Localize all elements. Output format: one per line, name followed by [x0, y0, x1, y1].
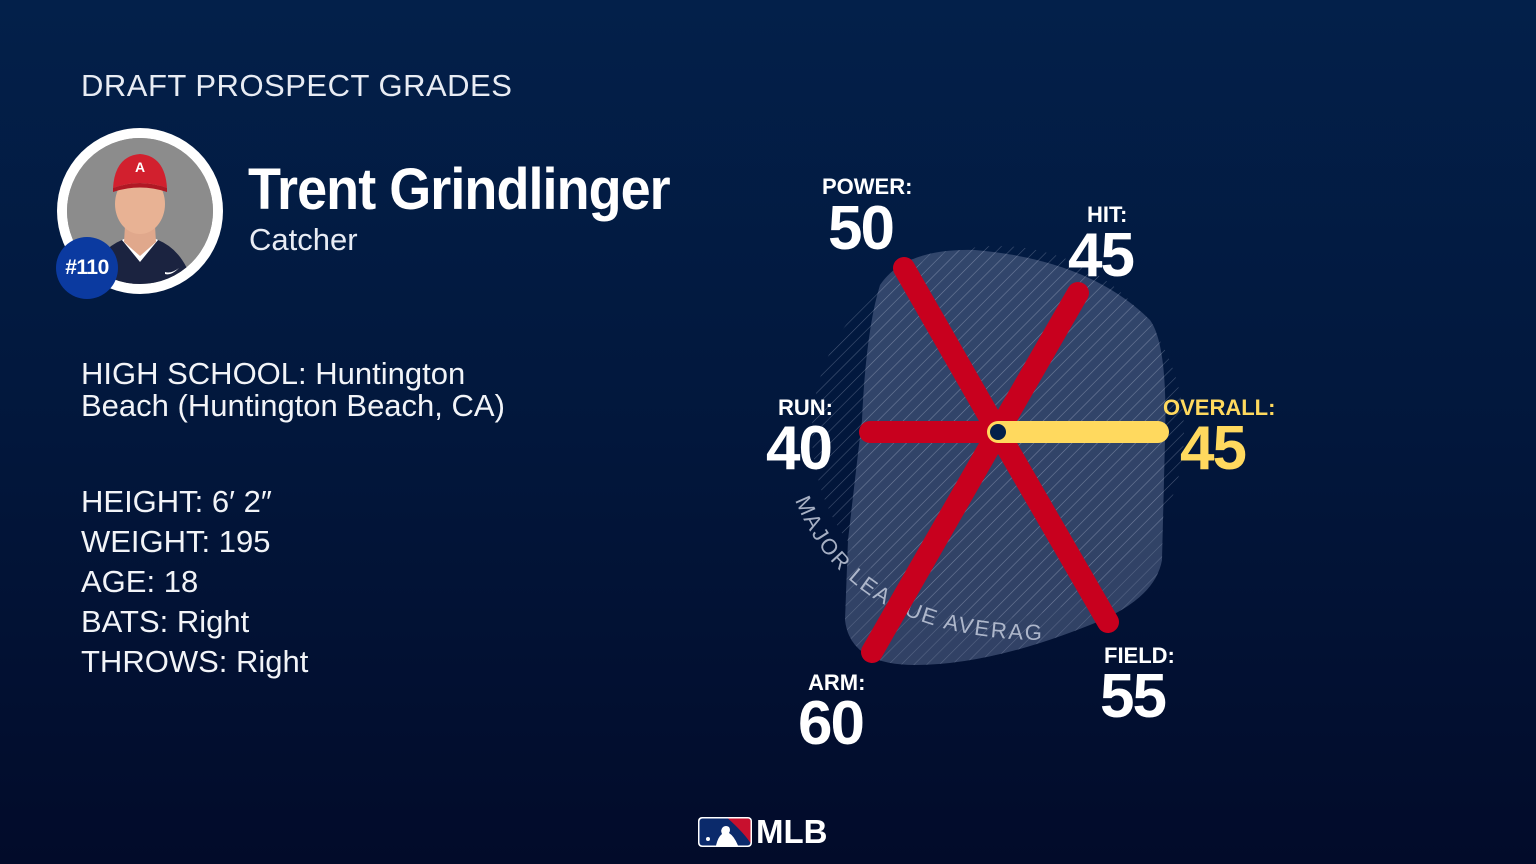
school-line-1: HIGH SCHOOL: Huntington	[81, 356, 466, 391]
arm-value: 60	[798, 689, 865, 758]
spoke-power	[893, 257, 1009, 443]
mlb-batter-icon	[698, 817, 752, 847]
hit-label: HIT:	[1087, 202, 1128, 227]
grade-spokes	[859, 257, 1119, 663]
overall-label: OVERALL:	[1163, 395, 1276, 420]
rank-badge: #110	[56, 237, 118, 299]
run-value: 40	[766, 414, 833, 483]
stat-weight: WEIGHT: 195	[81, 524, 271, 559]
player-position: Catcher	[249, 222, 358, 257]
stat-age: AGE: 18	[81, 564, 199, 599]
mlb-logo-text: MLB	[756, 813, 828, 850]
chart-center-dot	[990, 424, 1006, 440]
stat-height: HEIGHT: 6′ 2″	[81, 484, 272, 519]
svg-text:A: A	[135, 159, 145, 175]
field-label: FIELD:	[1104, 643, 1175, 668]
stat-bats: BATS: Right	[81, 604, 250, 639]
power-label: POWER:	[822, 174, 913, 199]
power-value: 50	[828, 194, 895, 263]
overall-value: 45	[1180, 414, 1247, 483]
school-info: HIGH SCHOOL: Huntington Beach (Huntingto…	[81, 358, 641, 422]
player-stats: HEIGHT: 6′ 2″ WEIGHT: 195 AGE: 18 BATS: …	[81, 482, 308, 682]
spoke-hit	[987, 282, 1089, 443]
mlb-logo: MLB	[698, 813, 828, 850]
field-value: 55	[1100, 662, 1167, 731]
stat-throws: THROWS: Right	[81, 644, 309, 679]
player-name: Trent Grindlinger	[248, 157, 671, 222]
school-line-2: Beach (Huntington Beach, CA)	[81, 388, 505, 423]
run-label: RUN:	[778, 395, 833, 420]
arm-label: ARM:	[808, 670, 866, 695]
spoke-field	[987, 421, 1119, 633]
hit-value: 45	[1068, 221, 1135, 290]
page-title: DRAFT PROSPECT GRADES	[81, 68, 513, 103]
spoke-arm	[861, 421, 1009, 663]
